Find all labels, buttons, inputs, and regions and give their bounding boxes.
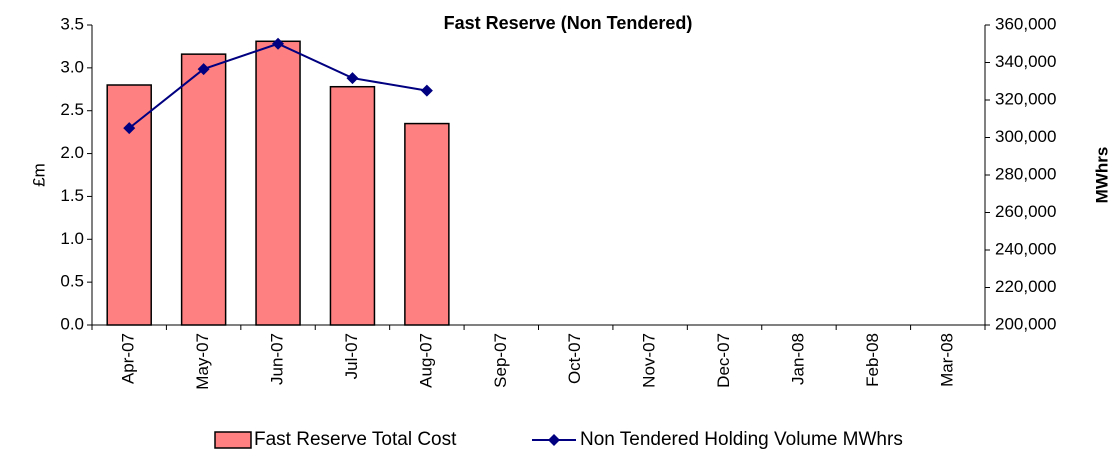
- legend-label: Non Tendered Holding Volume MWhrs: [580, 429, 903, 450]
- bar: [180, 53, 227, 326]
- legend-marker: [548, 434, 560, 446]
- y-tick-label: 3.5: [60, 14, 84, 33]
- x-tick-label: Dec-07: [714, 333, 733, 388]
- chart-title: Fast Reserve (Non Tendered): [444, 13, 693, 33]
- y-tick-label: 2.0: [60, 143, 84, 162]
- line-marker: [420, 84, 433, 97]
- y2-tick-label: 300,000: [995, 127, 1056, 146]
- y-tick-label: 1.5: [60, 186, 84, 205]
- legend-swatch: [214, 431, 252, 449]
- line-marker: [346, 72, 359, 85]
- bar: [106, 84, 152, 326]
- bar: [404, 122, 450, 326]
- y2-tick-label: 240,000: [995, 239, 1056, 258]
- x-tick-label: Mar-08: [937, 333, 956, 387]
- y-tick-label: 0.0: [60, 314, 84, 333]
- y2-axis-label: MWhrs: [1092, 147, 1111, 204]
- x-tick-label: May-07: [193, 333, 212, 390]
- x-tick-label: Jul-07: [342, 333, 361, 379]
- x-tick-label: Nov-07: [640, 333, 659, 388]
- y2-tick-label: 200,000: [995, 314, 1056, 333]
- x-tick-label: Apr-07: [119, 333, 138, 384]
- x-tick-label: Jun-07: [268, 333, 287, 385]
- y-tick-label: 2.5: [60, 100, 84, 119]
- bar: [329, 85, 376, 326]
- legend-label: Fast Reserve Total Cost: [254, 429, 457, 450]
- x-tick-label: Aug-07: [416, 333, 435, 388]
- y-axis-label: £m: [29, 163, 48, 187]
- line-marker: [123, 122, 136, 135]
- y-tick-label: 1.0: [60, 229, 84, 248]
- x-tick-label: Jan-08: [788, 333, 807, 385]
- y2-tick-label: 320,000: [995, 89, 1056, 108]
- y2-tick-label: 340,000: [995, 52, 1056, 71]
- line-marker: [272, 37, 285, 50]
- y2-tick-label: 280,000: [995, 164, 1056, 183]
- y2-tick-label: 220,000: [995, 277, 1056, 296]
- y-tick-label: 0.5: [60, 272, 84, 291]
- x-tick-label: Oct-07: [565, 333, 584, 384]
- line-marker: [197, 63, 210, 76]
- y-tick-label: 3.0: [60, 57, 84, 76]
- x-tick-label: Feb-08: [863, 333, 882, 387]
- x-tick-label: Sep-07: [491, 333, 510, 388]
- y2-tick-label: 260,000: [995, 202, 1056, 221]
- y2-tick-label: 360,000: [995, 14, 1056, 33]
- bar: [255, 40, 301, 326]
